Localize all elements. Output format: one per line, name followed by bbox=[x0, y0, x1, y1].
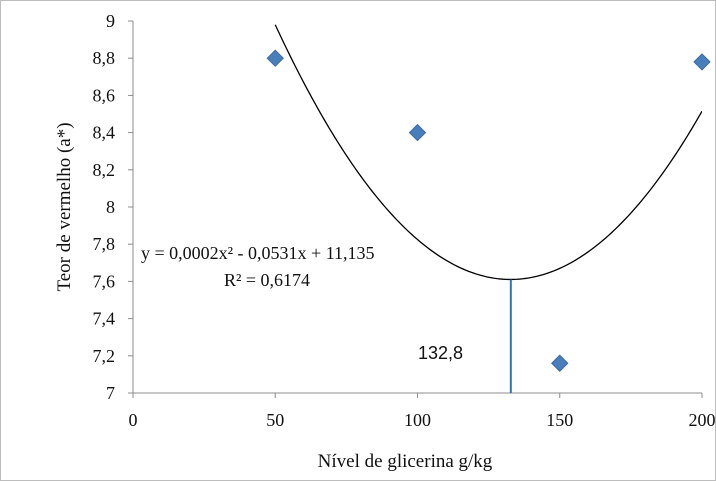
x-tick-label: 0 bbox=[129, 410, 138, 430]
data-points bbox=[266, 49, 711, 372]
x-axis-title: Nível de glicerina g/kg bbox=[318, 451, 493, 472]
data-point bbox=[693, 53, 711, 71]
y-tick-label: 7,4 bbox=[93, 309, 116, 329]
axes bbox=[132, 21, 702, 394]
y-tick-label: 7 bbox=[106, 383, 115, 403]
data-point bbox=[551, 354, 569, 372]
y-tick-label: 7,6 bbox=[93, 271, 116, 291]
trendline-curve bbox=[274, 24, 702, 281]
trendline-r-squared: R² = 0,6174 bbox=[224, 270, 310, 290]
x-ticks: 0 50 100 150 200 bbox=[129, 393, 716, 430]
y-tick-label: 8,2 bbox=[93, 160, 116, 180]
trendline-layer bbox=[274, 24, 702, 281]
data-point bbox=[266, 49, 284, 67]
trendline-equation: y = 0,0002x² - 0,0531x + 11,135 bbox=[141, 243, 375, 263]
vertical-marker-label: 132,8 bbox=[418, 343, 463, 363]
y-tick-label: 7,8 bbox=[93, 234, 116, 254]
y-ticks: 7 7,2 7,4 7,6 7,8 8 8,2 8,4 8,6 8,8 9 bbox=[93, 11, 133, 403]
x-tick-label: 50 bbox=[266, 410, 284, 430]
y-tick-label: 8,6 bbox=[93, 85, 116, 105]
y-tick-label: 7,2 bbox=[93, 346, 116, 366]
data-point bbox=[408, 123, 427, 142]
y-axis-title: Teor de vermelho (a*) bbox=[54, 122, 75, 291]
y-tick-label: 8 bbox=[106, 197, 115, 217]
x-tick-label: 100 bbox=[404, 410, 431, 430]
y-tick-label: 8,8 bbox=[93, 48, 116, 68]
y-tick-label: 9 bbox=[106, 11, 115, 31]
x-tick-label: 150 bbox=[546, 410, 573, 430]
y-tick-label: 8,4 bbox=[93, 123, 116, 143]
x-tick-label: 200 bbox=[689, 410, 716, 430]
